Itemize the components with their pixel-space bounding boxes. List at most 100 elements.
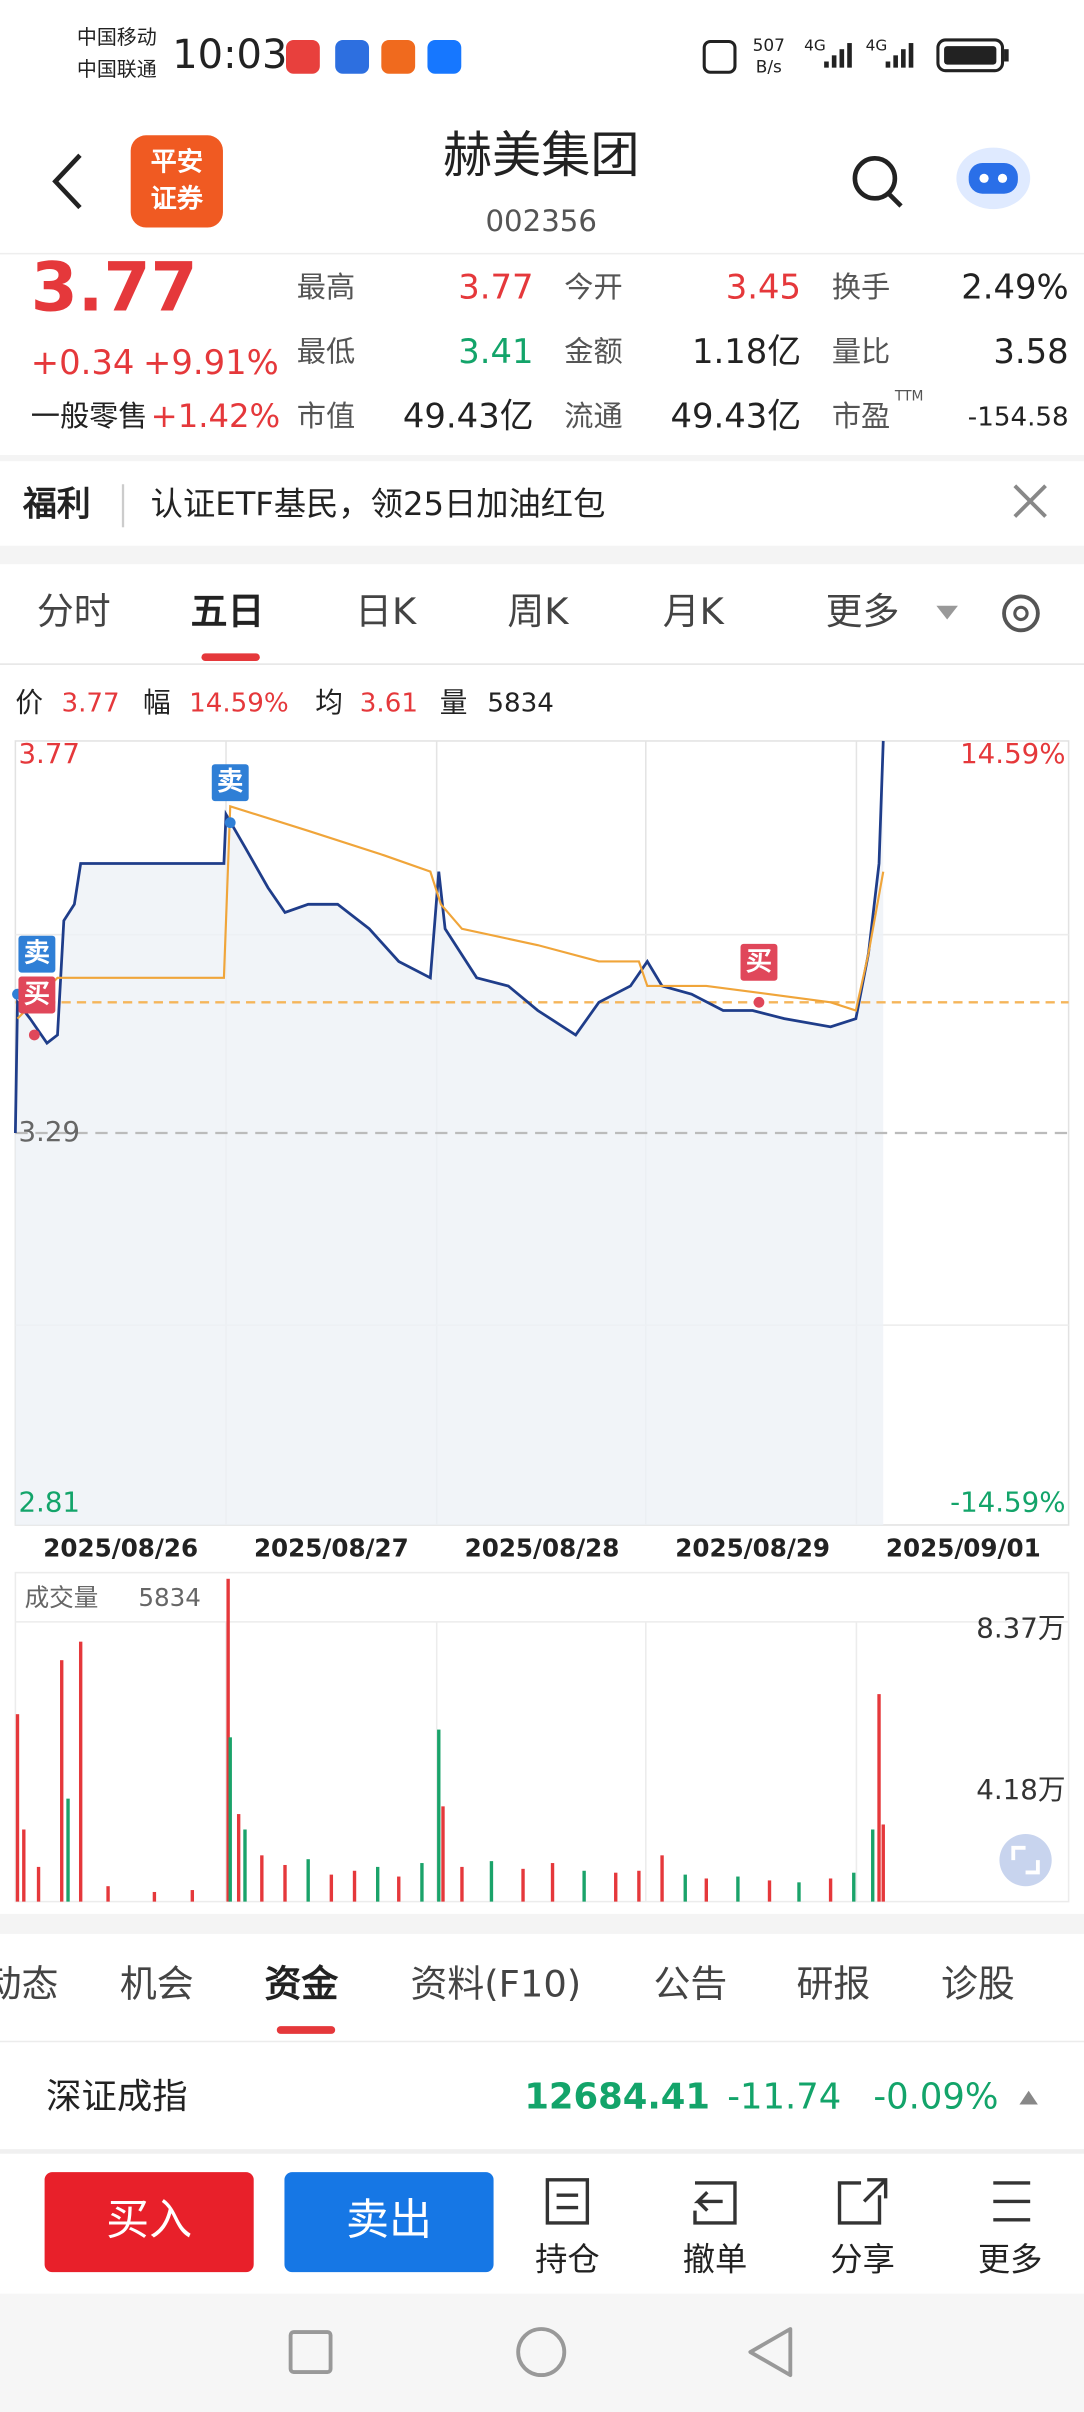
sector-pct: +1.42% — [151, 397, 281, 435]
tool-label[interactable]: 持仓 — [535, 2240, 600, 2278]
stat-value: 3.45 — [726, 268, 801, 307]
volume-bar — [828, 1878, 833, 1902]
search-icon[interactable] — [852, 156, 898, 201]
volume-bar — [736, 1876, 740, 1902]
volume-bar — [283, 1864, 287, 1902]
tool-icon[interactable] — [693, 2181, 737, 2225]
search-icon-handle — [887, 192, 903, 208]
stock-code: 002356 — [485, 204, 596, 238]
banner-text[interactable]: 认证ETF基民，领25日加油红包 — [151, 485, 606, 523]
period-tab[interactable]: 日K — [355, 590, 417, 633]
index-change: -11.74 — [727, 2076, 841, 2117]
section-tab[interactable]: 研报 — [796, 1963, 870, 2006]
price-area — [15, 740, 884, 1525]
banner-tag: 福利 — [22, 484, 91, 523]
section-tab[interactable]: 公告 — [653, 1963, 727, 2006]
volume-bar — [683, 1874, 687, 1902]
x-tick-label: 2025/08/26 — [43, 1534, 198, 1563]
signal-bar — [847, 43, 852, 68]
x-tick-label: 2025/08/28 — [465, 1534, 620, 1563]
signal-type: 4G — [866, 37, 888, 55]
period-tab[interactable]: 周K — [507, 590, 569, 633]
sell-button[interactable] — [284, 2172, 494, 2273]
index-change-pct: -0.09% — [873, 2076, 998, 2117]
tool-label[interactable]: 更多 — [978, 2240, 1043, 2278]
volume-bar — [243, 1829, 247, 1902]
trade-dot — [753, 996, 765, 1008]
period-tab[interactable]: 更多 — [826, 590, 900, 633]
x-tick-label: 2025/08/29 — [675, 1534, 830, 1563]
section-tab[interactable]: 资金 — [264, 1963, 339, 2006]
volume-bar — [460, 1866, 464, 1902]
tool-label[interactable]: 撤单 — [683, 2240, 748, 2278]
signal-bar — [901, 49, 906, 68]
section-tab[interactable]: 动态 — [0, 1963, 58, 2006]
volume-bar — [78, 1641, 83, 1902]
clock: 10:03 — [172, 32, 287, 78]
broker-logo-text: 平安 — [151, 147, 203, 177]
tool-icon[interactable] — [993, 2181, 1031, 2222]
nav-back[interactable] — [748, 2327, 793, 2378]
volume-bar — [521, 1868, 525, 1902]
trade-badge-label: 卖 — [24, 939, 50, 969]
stat-value: 3.58 — [993, 332, 1068, 371]
broker-logo — [130, 135, 223, 228]
volume-bar — [704, 1878, 708, 1902]
volume-bar — [582, 1870, 586, 1902]
volume-bar — [376, 1866, 380, 1902]
volume-bar — [22, 1829, 26, 1902]
volume-bar — [66, 1798, 70, 1902]
pe-suffix: TTM — [894, 389, 924, 405]
volume-bar — [420, 1863, 424, 1902]
buy-label: 买入 — [106, 2195, 192, 2245]
volume-bar — [441, 1806, 445, 1902]
x-tick-label: 2025/08/27 — [254, 1534, 409, 1563]
stat-value: 3.77 — [458, 268, 533, 307]
volume-bar — [152, 1891, 157, 1902]
buy-button[interactable] — [44, 2172, 254, 2273]
expand-button[interactable] — [999, 1833, 1052, 1887]
settings-icon[interactable] — [1002, 594, 1040, 633]
app-icon — [427, 39, 462, 74]
volume-bar — [877, 1694, 881, 1902]
trade-badge — [740, 943, 778, 981]
index-name[interactable]: 深证成指 — [46, 2076, 187, 2117]
price-change: +0.34 — [31, 343, 135, 382]
volume-bar — [767, 1880, 772, 1902]
section-tab[interactable]: 资料(F10) — [411, 1963, 582, 2006]
tool-label[interactable]: 分享 — [830, 2240, 895, 2278]
period-tab[interactable]: 五日 — [191, 590, 265, 633]
stat-label: 今开 — [564, 270, 622, 304]
stat-value: 49.43亿 — [670, 397, 801, 436]
battery-tip — [1004, 49, 1009, 62]
period-tab[interactable]: 分时 — [37, 590, 111, 633]
signal-bar — [824, 61, 829, 68]
active-tab-underline — [201, 653, 260, 662]
section-tab[interactable]: 诊股 — [941, 1963, 1015, 2006]
nav-recent[interactable] — [288, 2330, 333, 2374]
period-tab[interactable]: 月K — [663, 590, 725, 633]
trade-badge — [18, 976, 56, 1014]
trade-dot — [28, 1029, 40, 1041]
nav-bar — [0, 2293, 1084, 2412]
stat-label: 最高 — [297, 270, 355, 304]
stat-value: -154.58 — [968, 403, 1069, 433]
active-tab-underline — [276, 2026, 336, 2034]
y2-tick-label: 14.59% — [960, 737, 1065, 770]
nfc-icon — [702, 39, 737, 74]
tool-icon[interactable] — [837, 2178, 888, 2225]
volume-bar — [637, 1870, 641, 1902]
net-speed: 507 — [753, 35, 785, 55]
carrier: 中国联通 — [77, 57, 157, 81]
tool-icon[interactable] — [545, 2178, 590, 2225]
battery-level — [944, 46, 997, 65]
banner-close[interactable] — [1013, 484, 1047, 518]
section-tab[interactable]: 机会 — [120, 1963, 194, 2006]
signal-type: 4G — [804, 37, 826, 55]
back-button[interactable] — [52, 153, 82, 210]
stat-value: 1.18亿 — [692, 332, 801, 371]
volume-bar — [871, 1829, 875, 1902]
nav-home[interactable] — [516, 2327, 567, 2378]
